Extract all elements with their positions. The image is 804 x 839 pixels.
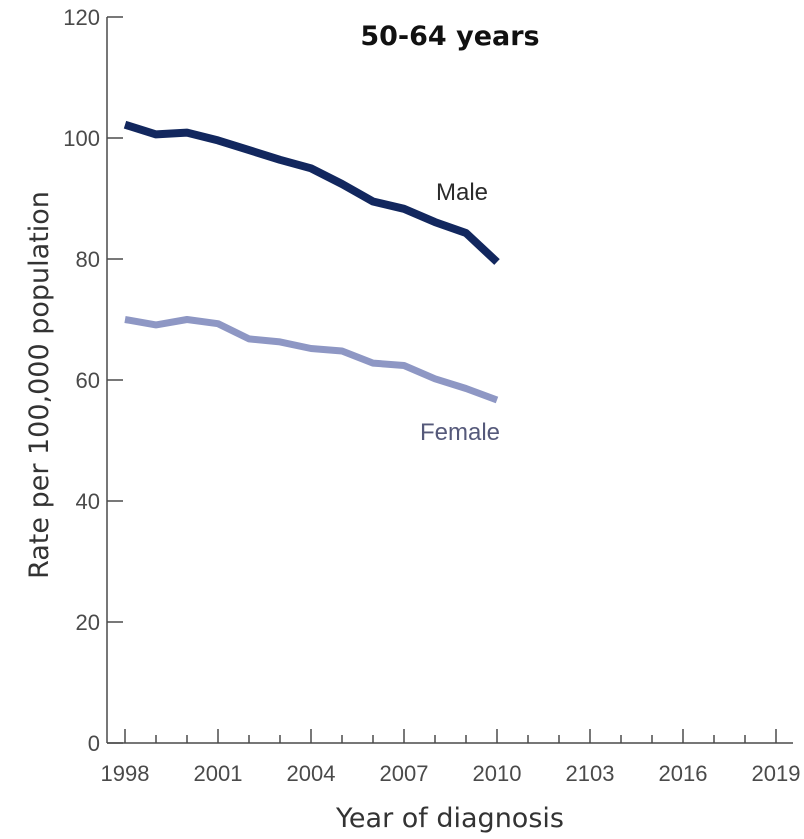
y-axis-title: Rate per 100,000 population	[24, 191, 55, 579]
x-tick-label: 2019	[752, 761, 801, 786]
x-tick-label: 2016	[659, 761, 708, 786]
y-tick-label: 80	[76, 247, 100, 272]
x-axis-title: Year of diagnosis	[335, 803, 564, 834]
series-line-male	[123, 120, 500, 265]
y-tick-label: 40	[76, 489, 100, 514]
x-tick-label: 2007	[380, 761, 429, 786]
y-tick-label: 100	[63, 126, 100, 151]
x-axis-ticks: 1998 2001 2004 2007 2010 2103 2016 2019	[101, 729, 801, 786]
y-tick-label: 120	[63, 5, 100, 30]
x-tick-label: 1998	[101, 761, 150, 786]
series-line-female	[124, 316, 499, 404]
series-label-female: Female	[420, 419, 500, 446]
x-tick-label: 2004	[287, 761, 336, 786]
y-tick-label: 20	[76, 610, 100, 635]
x-tick-label: 2103	[566, 761, 615, 786]
y-axis-ticks: 0 20 40 60 80 100 120	[63, 5, 123, 756]
x-tick-label: 2001	[194, 761, 243, 786]
x-tick-label: 2010	[473, 761, 522, 786]
series-lines: Male Female	[123, 120, 500, 446]
y-tick-label: 60	[76, 368, 100, 393]
chart-title: 50-64 years	[360, 21, 539, 52]
series-label-male: Male	[436, 179, 488, 206]
y-tick-label: 0	[88, 731, 100, 756]
